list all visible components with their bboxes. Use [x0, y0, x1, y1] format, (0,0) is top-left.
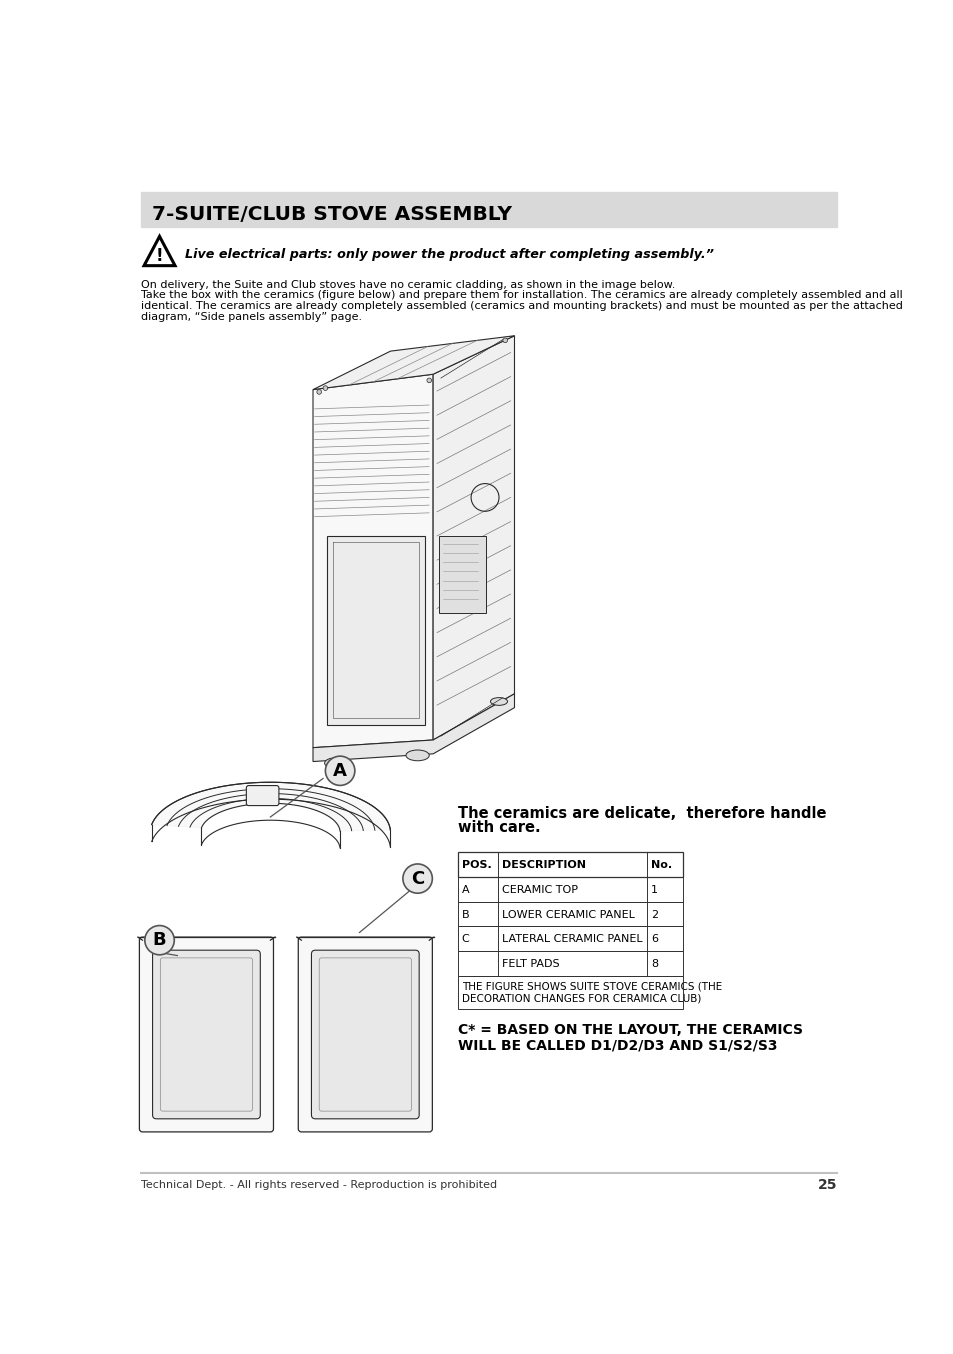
- FancyBboxPatch shape: [311, 951, 418, 1118]
- Text: LATERAL CERAMIC PANEL: LATERAL CERAMIC PANEL: [501, 934, 642, 944]
- Text: 2: 2: [650, 910, 658, 919]
- Text: WILL BE CALLED D1/D2/D3 AND S1/S2/S3: WILL BE CALLED D1/D2/D3 AND S1/S2/S3: [457, 1039, 777, 1053]
- Text: 7-SUITE/CLUB STOVE ASSEMBLY: 7-SUITE/CLUB STOVE ASSEMBLY: [152, 204, 511, 223]
- Circle shape: [325, 756, 355, 785]
- FancyBboxPatch shape: [298, 937, 432, 1132]
- Bar: [457, 902, 682, 926]
- Text: 8: 8: [650, 959, 658, 969]
- Text: POS.: POS.: [461, 861, 491, 871]
- Text: THE FIGURE SHOWS SUITE STOVE CERAMICS (THE: THE FIGURE SHOWS SUITE STOVE CERAMICS (T…: [461, 982, 721, 991]
- Ellipse shape: [490, 697, 507, 705]
- Ellipse shape: [324, 758, 348, 769]
- Bar: [457, 877, 682, 902]
- Polygon shape: [327, 536, 425, 724]
- Ellipse shape: [406, 750, 429, 761]
- Bar: [457, 951, 682, 976]
- FancyBboxPatch shape: [152, 951, 260, 1118]
- Text: 1: 1: [650, 886, 658, 895]
- Bar: [457, 976, 682, 1010]
- Text: Take the box with the ceramics (figure below) and prepare them for installation.: Take the box with the ceramics (figure b…: [141, 290, 902, 301]
- Bar: [439, 536, 485, 613]
- Text: A: A: [461, 886, 469, 895]
- Circle shape: [323, 386, 328, 390]
- Text: 6: 6: [650, 934, 658, 944]
- FancyBboxPatch shape: [246, 785, 278, 806]
- Text: No.: No.: [650, 861, 671, 871]
- Polygon shape: [313, 374, 433, 747]
- Text: C: C: [461, 934, 469, 944]
- Text: !: !: [155, 248, 163, 265]
- Circle shape: [502, 338, 507, 343]
- Text: B: B: [152, 932, 166, 949]
- Text: 25: 25: [817, 1178, 836, 1192]
- Bar: [457, 853, 682, 877]
- Text: B: B: [461, 910, 469, 919]
- Bar: [141, 192, 836, 227]
- Text: C* = BASED ON THE LAYOUT, THE CERAMICS: C* = BASED ON THE LAYOUT, THE CERAMICS: [457, 1024, 802, 1037]
- Polygon shape: [313, 693, 514, 761]
- Circle shape: [427, 378, 431, 383]
- FancyBboxPatch shape: [139, 937, 274, 1132]
- Text: diagram, “Side panels assembly” page.: diagram, “Side panels assembly” page.: [141, 311, 362, 322]
- Circle shape: [402, 864, 432, 894]
- Text: LOWER CERAMIC PANEL: LOWER CERAMIC PANEL: [501, 910, 635, 919]
- Text: Live electrical parts: only power the product after completing assembly.”: Live electrical parts: only power the pr…: [185, 248, 714, 261]
- Bar: [457, 926, 682, 951]
- Text: DECORATION CHANGES FOR CERAMICA CLUB): DECORATION CHANGES FOR CERAMICA CLUB): [461, 994, 700, 1003]
- Text: FELT PADS: FELT PADS: [501, 959, 559, 969]
- Circle shape: [316, 390, 321, 394]
- Text: C: C: [411, 869, 424, 888]
- Text: with care.: with care.: [457, 821, 540, 835]
- Text: On delivery, the Suite and Club stoves have no ceramic cladding, as shown in the: On delivery, the Suite and Club stoves h…: [141, 279, 675, 290]
- Polygon shape: [152, 783, 390, 831]
- Circle shape: [145, 926, 174, 955]
- Text: A: A: [333, 762, 347, 780]
- Text: Technical Dept. - All rights reserved - Reproduction is prohibited: Technical Dept. - All rights reserved - …: [141, 1181, 497, 1190]
- Text: CERAMIC TOP: CERAMIC TOP: [501, 886, 578, 895]
- Text: The ceramics are delicate,  therefore handle: The ceramics are delicate, therefore han…: [457, 806, 825, 821]
- Text: DESCRIPTION: DESCRIPTION: [501, 861, 585, 871]
- Polygon shape: [313, 336, 514, 390]
- Polygon shape: [433, 336, 514, 741]
- Text: identical. The ceramics are already completely assembled (ceramics and mounting : identical. The ceramics are already comp…: [141, 301, 902, 311]
